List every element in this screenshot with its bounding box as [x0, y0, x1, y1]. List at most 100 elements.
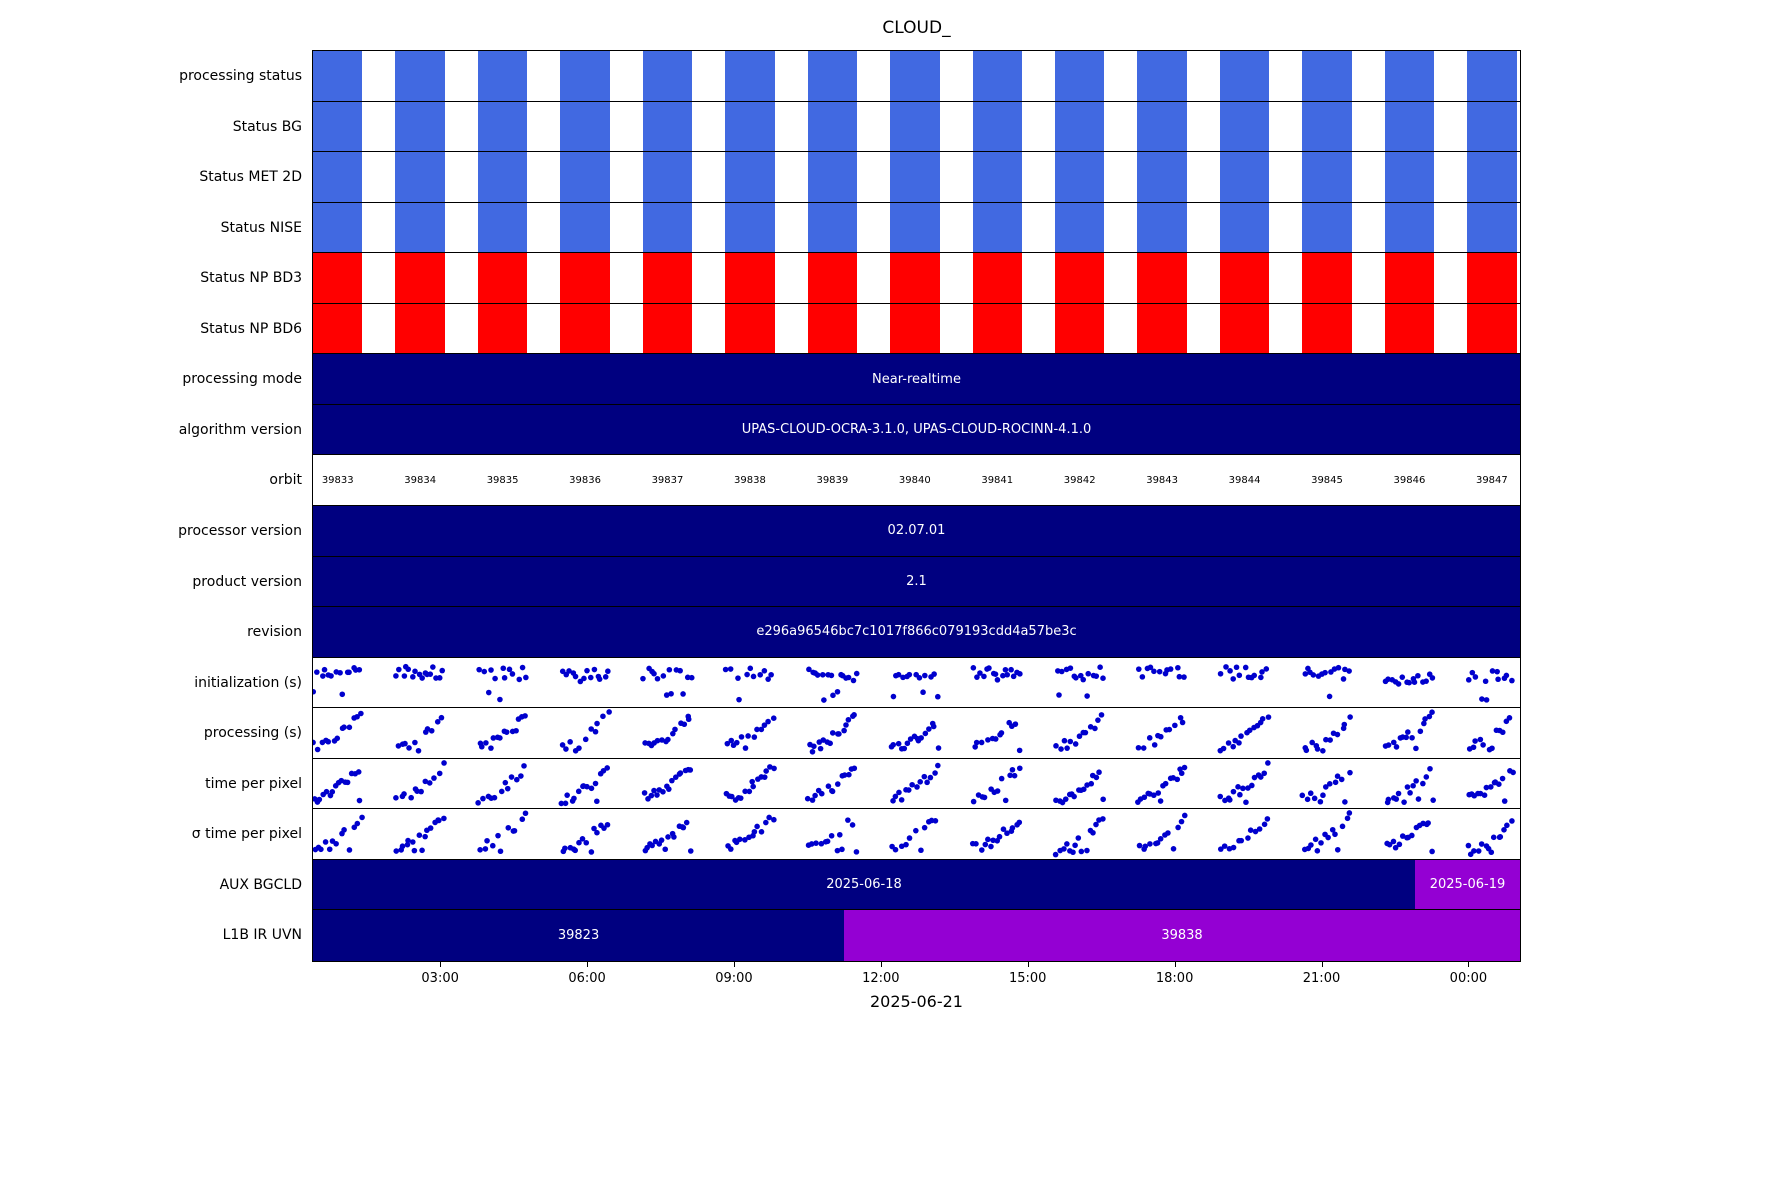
row-label-processing-status: processing status: [179, 68, 302, 84]
data-point: [1181, 673, 1187, 680]
granule-block: [1384, 152, 1435, 202]
data-point: [418, 788, 424, 795]
data-point: [1399, 833, 1406, 840]
data-point: [843, 722, 849, 729]
data-point: [1061, 846, 1067, 853]
data-point: [981, 794, 988, 800]
data-point: [1399, 674, 1406, 680]
data-point: [1181, 812, 1188, 819]
granule-block: [560, 51, 610, 101]
data-point: [921, 773, 928, 780]
granule-block: [725, 101, 775, 152]
data-point: [1425, 820, 1431, 827]
data-point: [354, 714, 360, 720]
data-point: [1483, 696, 1490, 703]
data-point: [559, 668, 566, 674]
row-label-processing-mode: processing mode: [182, 371, 302, 388]
data-point: [1304, 796, 1311, 802]
granule-block: [313, 51, 363, 101]
data-point: [750, 783, 756, 790]
data-point: [436, 817, 442, 824]
data-point: [562, 800, 569, 806]
data-point: [890, 797, 896, 804]
data-point: [1136, 843, 1143, 849]
data-point: [476, 666, 482, 673]
data-point: [1334, 847, 1341, 853]
data-point: [1323, 737, 1329, 743]
data-point: [1302, 670, 1309, 677]
data-point: [1097, 664, 1103, 670]
data-point: [356, 797, 363, 804]
data-point: [1165, 830, 1171, 837]
data-point: [1078, 849, 1085, 855]
data-point: [742, 837, 748, 843]
granule-block: [1054, 303, 1105, 354]
data-point: [477, 847, 483, 853]
data-point: [758, 726, 765, 733]
data-point: [1007, 772, 1013, 778]
x-tick-label: 15:00: [1008, 971, 1047, 986]
data-point: [1178, 770, 1185, 776]
data-point: [1409, 735, 1415, 741]
data-point: [576, 840, 582, 846]
data-point: [1100, 816, 1106, 823]
data-point: [1481, 792, 1488, 798]
data-point: [1310, 671, 1317, 678]
data-point: [1325, 835, 1331, 841]
data-point: [813, 840, 819, 847]
data-point: [1405, 729, 1411, 736]
data-point: [1390, 739, 1397, 746]
data-point: [651, 670, 657, 677]
row-label-algorithm-version: algorithm version: [178, 421, 302, 438]
scatter-time-per-pixel: [313, 759, 1516, 806]
data-point: [927, 774, 934, 781]
data-point: [497, 696, 503, 702]
data-point: [651, 787, 657, 794]
x-tick-label: 06:00: [568, 971, 606, 986]
granule-block: [890, 253, 940, 303]
data-point: [439, 667, 446, 674]
data-point: [1465, 843, 1472, 849]
granule-block: [807, 253, 858, 303]
data-point: [1423, 773, 1430, 780]
data-point: [1488, 849, 1495, 856]
data-point: [892, 847, 899, 853]
orbit-number: 39838: [734, 474, 766, 486]
data-point: [890, 693, 897, 700]
data-point: [1076, 733, 1083, 740]
data-point: [355, 768, 362, 775]
data-point: [898, 796, 905, 803]
data-point: [567, 739, 573, 745]
data-point: [426, 779, 433, 786]
data-point: [1426, 713, 1433, 720]
data-point: [1475, 848, 1482, 855]
data-point: [1016, 819, 1023, 826]
data-point: [1429, 849, 1435, 855]
data-point: [895, 741, 902, 747]
data-point: [654, 675, 661, 682]
data-point: [484, 838, 490, 844]
data-point: [932, 818, 939, 824]
data-point: [680, 690, 686, 697]
data-point: [594, 720, 600, 727]
data-point: [1146, 735, 1153, 741]
data-point: [523, 674, 529, 680]
data-point: [1478, 841, 1485, 848]
data-point: [558, 800, 565, 806]
granule-block: [890, 303, 940, 354]
plot-area: Near-realtime UPAS-CLOUD-OCRA-3.1.0, UPAS…: [312, 50, 1521, 962]
data-point: [584, 667, 590, 674]
data-point: [341, 827, 347, 833]
data-point: [478, 744, 485, 750]
data-point: [424, 726, 431, 732]
data-point: [982, 842, 989, 848]
data-point: [909, 781, 915, 788]
data-point: [1251, 672, 1258, 678]
data-point: [1247, 827, 1254, 834]
data-point: [1251, 774, 1258, 781]
data-point: [490, 735, 497, 741]
data-point: [1499, 729, 1506, 736]
data-point: [905, 787, 912, 793]
data-point: [1339, 823, 1346, 830]
data-point: [346, 669, 352, 675]
